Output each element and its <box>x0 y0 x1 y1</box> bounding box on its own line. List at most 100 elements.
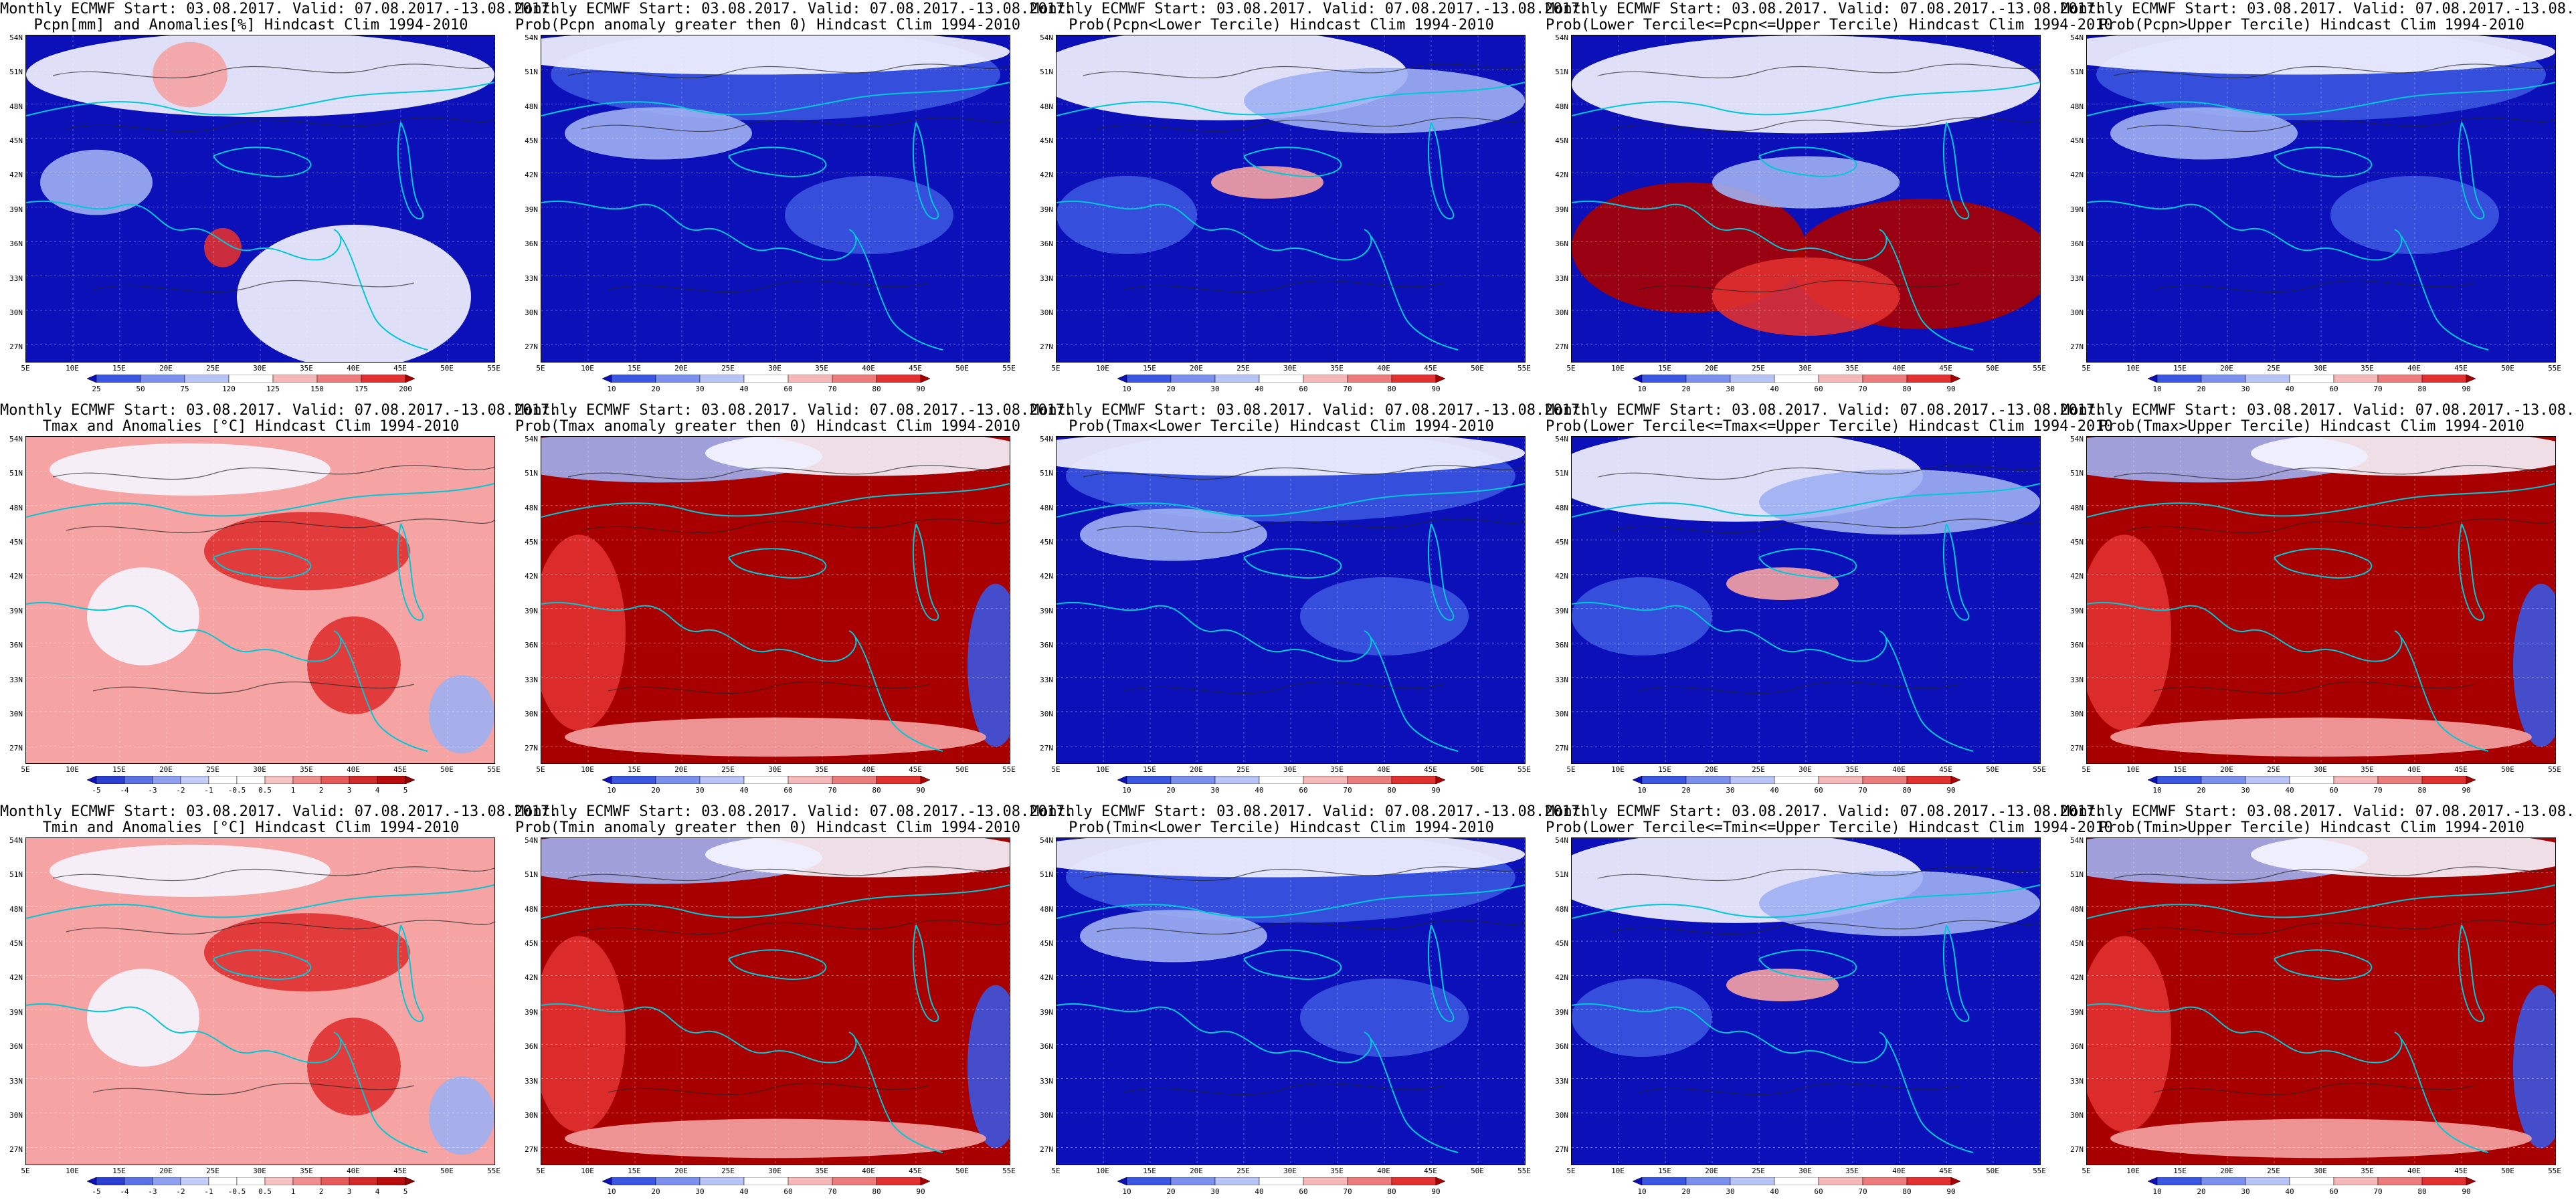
longitude-label: 30E <box>1799 1167 1812 1175</box>
longitude-label: 35E <box>1845 765 1859 774</box>
longitude-label: 35E <box>2361 364 2374 373</box>
colorbar-swatch <box>264 776 294 784</box>
latitude-label: 54N <box>9 435 23 443</box>
colorbar-swatch <box>1303 375 1348 383</box>
latitude-label: 42N <box>1555 171 1568 180</box>
forecast-map <box>2086 35 2556 363</box>
colorbar-swatch <box>788 776 833 784</box>
latitude-label: 51N <box>9 469 23 478</box>
colorbar-swatch <box>832 375 877 383</box>
colorbar-swatch <box>2201 1177 2246 1185</box>
longitude-label: 30E <box>1283 1167 1297 1175</box>
longitude-label: 25E <box>721 1167 735 1175</box>
longitude-label: 45E <box>909 1167 922 1175</box>
latitude-label: 27N <box>9 1145 23 1155</box>
longitude-label: 25E <box>721 364 735 373</box>
longitude-label: 50E <box>1986 364 1999 373</box>
longitude-label: 45E <box>2454 765 2468 774</box>
forecast-map <box>25 35 495 363</box>
longitude-label: 45E <box>1424 765 1437 774</box>
colorbar-label: 40 <box>1255 1187 1264 1196</box>
colorbar <box>2148 375 2476 383</box>
longitude-label: 40E <box>1892 1167 1906 1175</box>
longitude-label: 45E <box>2454 1167 2468 1175</box>
colorbar-label: 30 <box>1726 786 1735 795</box>
longitude-label: 25E <box>2267 1167 2280 1175</box>
colorbar-label: 60 <box>2329 385 2338 393</box>
longitude-label: 35E <box>300 1167 313 1175</box>
latitude-label: 33N <box>9 1076 23 1086</box>
colorbar-label: 90 <box>1946 786 1956 795</box>
longitude-label: 35E <box>1845 364 1859 373</box>
colorbar <box>1633 776 1960 784</box>
colorbar-swatch <box>1214 375 1260 383</box>
colorbar-label: 60 <box>784 385 793 393</box>
colorbar-swatch <box>1862 1177 1908 1185</box>
latitude-label: 27N <box>1040 1145 1053 1155</box>
forecast-map <box>1571 35 2041 363</box>
longitude-label: 5E <box>2082 1167 2091 1175</box>
colorbar-label: -3 <box>148 786 157 795</box>
colorbar-label: 90 <box>1431 1187 1441 1196</box>
longitude-label: 15E <box>1143 1167 1156 1175</box>
latitude-label: 45N <box>2070 939 2084 948</box>
longitude-label: 50E <box>1471 1167 1484 1175</box>
colorbar-swatch <box>377 776 406 784</box>
colorbar-label: 70 <box>828 385 837 393</box>
colorbar-label: 1 <box>290 786 296 795</box>
longitude-label: 30E <box>768 1167 781 1175</box>
longitude-label: 45E <box>1939 765 1952 774</box>
latitude-label: 33N <box>2070 274 2084 283</box>
longitude-label: 20E <box>2220 765 2233 774</box>
colorbar-swatch <box>1435 1177 1445 1185</box>
latitude-label: 27N <box>9 744 23 753</box>
longitude-label: 20E <box>2220 364 2233 373</box>
longitude-label: 35E <box>815 364 828 373</box>
colorbar-label: 20 <box>1166 1187 1176 1196</box>
colorbar-swatch <box>1126 375 1172 383</box>
latitude-label: 39N <box>525 205 538 214</box>
latitude-label: 36N <box>2070 1042 2084 1051</box>
latitude-label: 54N <box>525 836 538 845</box>
colorbar-label: 90 <box>916 786 925 795</box>
colorbar-swatch <box>152 1177 181 1185</box>
longitude-label: 40E <box>862 765 875 774</box>
colorbar <box>2148 1177 2476 1185</box>
colorbar-label: 120 <box>222 385 236 393</box>
latitude-label: 27N <box>1555 744 1568 753</box>
longitude-label: 50E <box>440 1167 454 1175</box>
latitude-label: 42N <box>1040 171 1053 180</box>
colorbar-swatch <box>2289 375 2334 383</box>
forecast-map <box>541 35 1010 363</box>
longitude-label: 20E <box>1705 1167 1718 1175</box>
colorbar-label: 70 <box>1343 1187 1352 1196</box>
colorbar-label: 90 <box>2462 385 2471 393</box>
latitude-label: 42N <box>2070 973 2084 983</box>
colorbar-swatch <box>316 375 362 383</box>
colorbar-swatch <box>96 375 141 383</box>
latitude-label: 39N <box>9 205 23 214</box>
latitude-label: 45N <box>1555 939 1568 948</box>
longitude-label: 30E <box>768 765 781 774</box>
latitude-label: 39N <box>1555 205 1568 214</box>
colorbar-swatch <box>208 1177 238 1185</box>
latitude-label: 45N <box>1555 538 1568 547</box>
colorbar-label: -4 <box>120 786 129 795</box>
latitude-label: 39N <box>9 606 23 615</box>
longitude-label: 15E <box>2173 364 2187 373</box>
colorbar-swatch <box>349 776 378 784</box>
longitude-label: 40E <box>2407 1167 2421 1175</box>
colorbar <box>602 375 930 383</box>
colorbar-swatch <box>1303 1177 1348 1185</box>
colorbar-label: 4 <box>375 786 380 795</box>
map-panel: Monthly ECMWF Start: 03.08.2017. Valid: … <box>1546 803 2113 1197</box>
panel-title-line2: Tmax and Anomalies [°C] Hindcast Clim 19… <box>42 418 460 435</box>
colorbar-label: -1 <box>204 1187 213 1196</box>
colorbar-swatch <box>320 1177 350 1185</box>
colorbar-swatch <box>1774 375 1819 383</box>
longitude-label: 20E <box>1190 765 1203 774</box>
longitude-label: 35E <box>1845 1167 1859 1175</box>
longitude-label: 55E <box>2548 1167 2561 1175</box>
colorbar-swatch <box>87 776 97 784</box>
colorbar-swatch <box>832 776 877 784</box>
